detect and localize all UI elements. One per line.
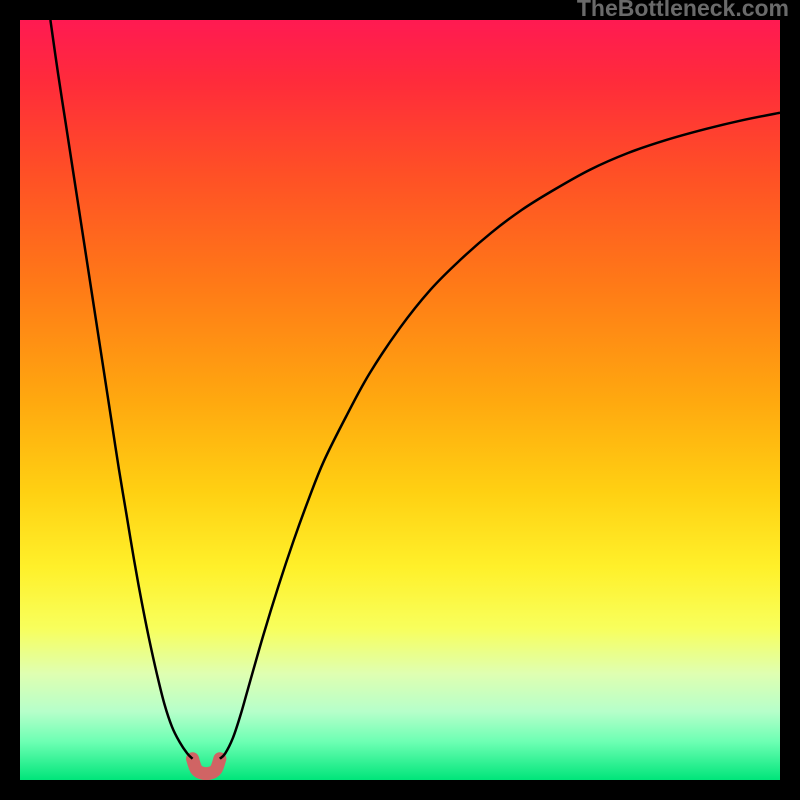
plot-svg (20, 20, 780, 780)
plot-area (20, 20, 780, 780)
gradient-background (20, 20, 780, 780)
chart-stage: TheBottleneck.com (0, 0, 800, 800)
watermark-text: TheBottleneck.com (577, 0, 789, 22)
